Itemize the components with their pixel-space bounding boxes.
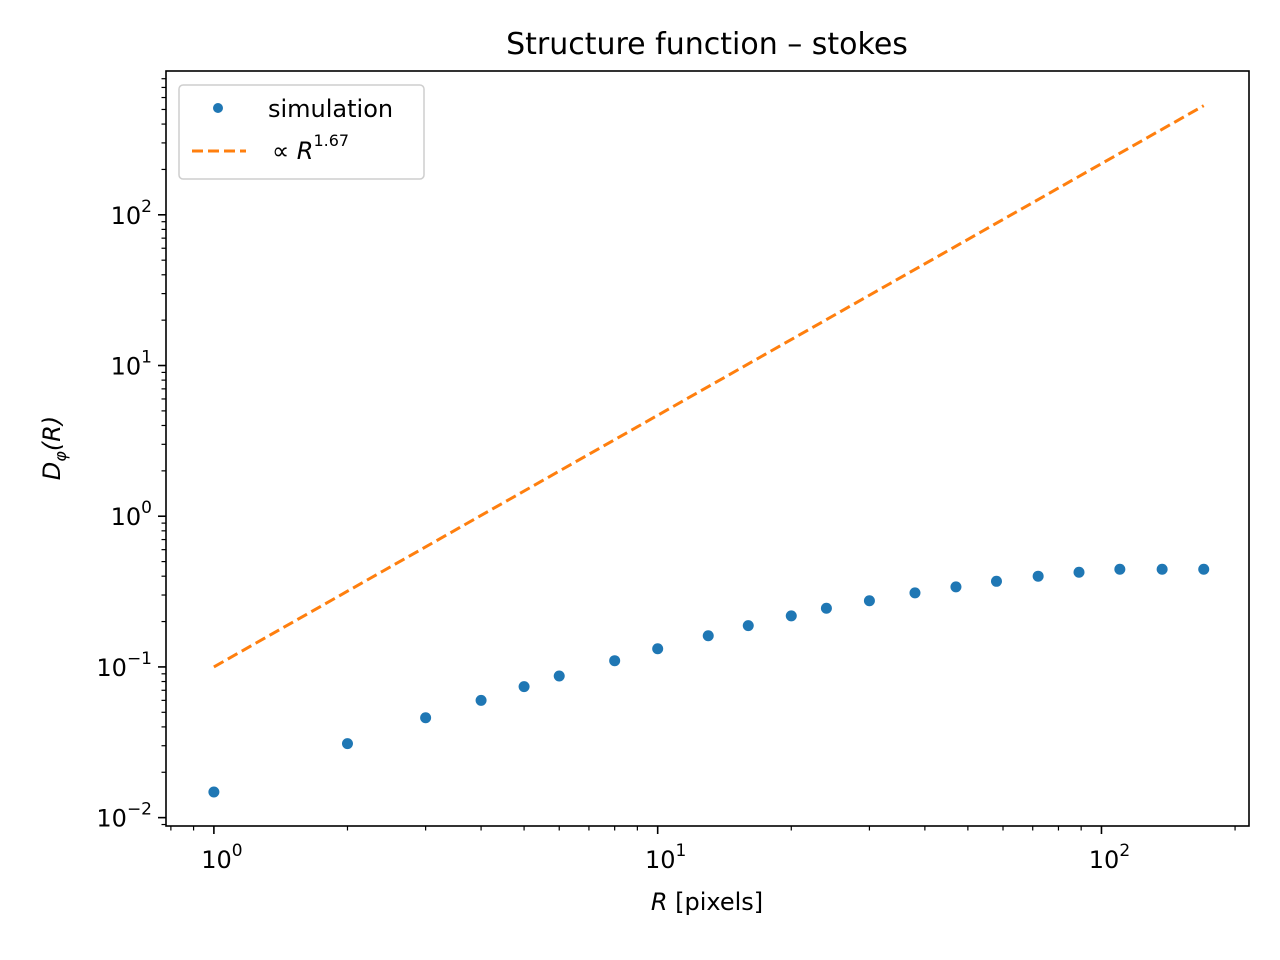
y-tick-label: 102 [111, 197, 152, 230]
chart-title: Structure function – stokes [506, 27, 908, 62]
simulation-point [990, 575, 1002, 587]
simulation-point [609, 655, 621, 667]
legend-label-simulation: simulation [268, 95, 393, 123]
y-tick-label-exp: 2 [141, 197, 152, 217]
y-axis-label-main: D [38, 462, 66, 480]
y-tick-label-base: 10 [96, 805, 127, 833]
simulation-point [742, 620, 754, 632]
simulation-point [785, 610, 797, 622]
y-axis-label-arg: (R) [38, 416, 66, 451]
legend-label-power-law-exp: 1.67 [313, 131, 349, 150]
simulation-point [475, 694, 487, 706]
simulation-point [341, 738, 353, 750]
legend: simulation ∝ R1.67 [178, 84, 425, 180]
legend-box [178, 84, 425, 180]
simulation-point [652, 643, 664, 655]
x-axis-label-unit: [pixels] [668, 888, 764, 916]
axes-frame [165, 70, 1250, 827]
x-axis: 100 101 102 [170, 826, 1236, 874]
y-tick-label-base: 10 [111, 202, 142, 230]
power-law-line [213, 104, 1205, 669]
y-tick-label-exp: 1 [141, 348, 152, 368]
x-tick-label: 100 [201, 841, 242, 874]
y-tick-label: 10−1 [96, 649, 152, 682]
y-tick-label: 10−2 [96, 800, 152, 833]
y-axis-label-sub: φ [51, 451, 70, 462]
simulation-point [1073, 566, 1085, 578]
x-axis-label: R [pixels] [651, 888, 763, 916]
y-tick-label-exp: 0 [141, 498, 152, 518]
y-tick-label-base: 10 [111, 353, 142, 381]
x-tick-label-exp: 2 [1119, 841, 1130, 861]
simulation-point [909, 587, 921, 599]
y-tick-label-exp: −2 [127, 800, 152, 820]
x-axis-label-var: R [651, 888, 668, 916]
x-tick-label-base: 10 [201, 846, 232, 874]
simulation-point [950, 581, 962, 593]
simulation-point [863, 595, 875, 607]
simulation-point [820, 602, 832, 614]
plot-area [208, 104, 1210, 798]
legend-label-power-law-var: R [297, 137, 314, 165]
legend-label-power-law-prefix: ∝ [272, 137, 297, 165]
x-tick-label: 102 [1089, 841, 1130, 874]
simulation-point [1156, 563, 1168, 575]
simulation-point [702, 630, 714, 642]
x-tick-label-base: 10 [1089, 846, 1120, 874]
simulation-point [208, 786, 220, 798]
y-tick-label-base: 10 [96, 654, 127, 682]
y-tick-label: 101 [111, 348, 152, 381]
simulation-point [1114, 563, 1126, 575]
legend-label-power-law: ∝ R1.67 [272, 131, 349, 165]
simulation-point [553, 670, 565, 682]
x-tick-label-exp: 0 [232, 841, 243, 861]
simulation-point [518, 681, 530, 693]
y-tick-label-base: 10 [111, 503, 142, 531]
x-tick-label: 101 [645, 841, 686, 874]
x-tick-label-base: 10 [645, 846, 676, 874]
x-tick-label-exp: 1 [676, 841, 687, 861]
simulation-point [420, 712, 432, 724]
y-tick-label: 100 [111, 498, 152, 531]
y-tick-label-exp: −1 [127, 649, 152, 669]
legend-marker-simulation [213, 103, 223, 113]
simulation-point [1032, 570, 1044, 582]
simulation-point [1198, 563, 1210, 575]
y-axis-label: Dφ(R) [38, 416, 70, 480]
